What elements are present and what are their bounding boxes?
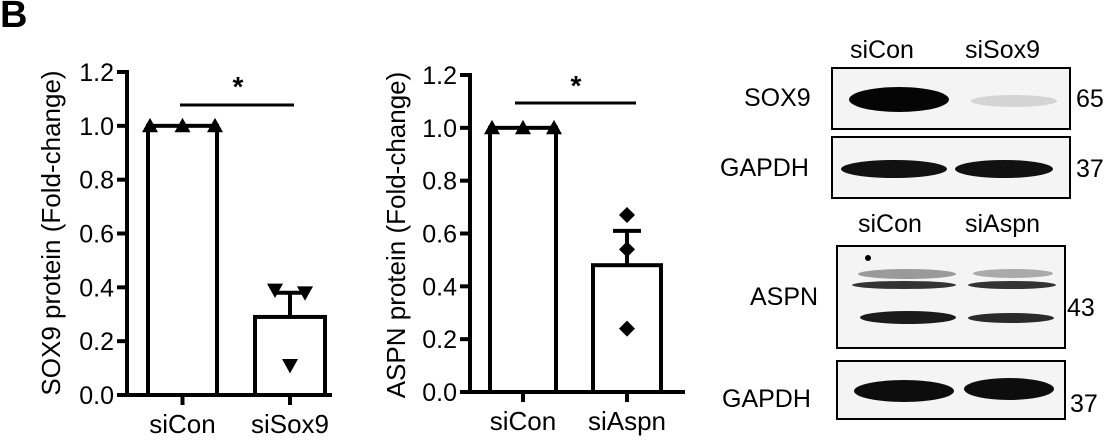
blot-membrane xyxy=(836,245,1066,349)
panel-label: B xyxy=(0,0,28,36)
kda-marker: 37 xyxy=(1070,390,1098,418)
x-tick-label: siCon xyxy=(149,409,215,439)
aspn-bar-chart: ASPN protein (Fold-change) 0.00.20.40.60… xyxy=(381,62,685,436)
lane-label: siAspn xyxy=(965,210,1041,238)
y-axis-label: ASPN protein (Fold-change) xyxy=(381,72,411,399)
y-axis-ticks: 0.0 0.2 0.4 0.6 0.8 1.0 1.2 xyxy=(79,59,127,410)
data-point-marker xyxy=(267,283,283,299)
data-point-marker xyxy=(142,117,158,133)
data-point-marker xyxy=(207,117,223,133)
lane-label: siCon xyxy=(858,210,922,238)
x-tick-label: siAspn xyxy=(588,406,666,436)
y-axis-ticks: 0.0 0.2 0.4 0.6 0.8 1.0 1.2 xyxy=(422,62,470,407)
x-tick-label: siSox9 xyxy=(251,409,329,439)
significance-star: * xyxy=(233,71,244,102)
bars xyxy=(484,119,663,395)
svg-text:1.0: 1.0 xyxy=(422,115,457,143)
svg-text:1.0: 1.0 xyxy=(79,113,114,141)
kda-marker: 37 xyxy=(1076,155,1104,183)
significance-star: * xyxy=(571,70,582,101)
blot-membrane xyxy=(836,360,1066,420)
blot-membrane xyxy=(831,67,1071,130)
data-point-marker xyxy=(282,358,298,374)
svg-text:0.6: 0.6 xyxy=(422,221,457,249)
data-point-marker xyxy=(546,119,562,135)
svg-text:0.4: 0.4 xyxy=(79,274,114,302)
protein-label: GAPDH xyxy=(722,385,811,413)
lane-label: siSox9 xyxy=(965,36,1041,64)
svg-text:0.6: 0.6 xyxy=(79,221,114,249)
data-point-marker xyxy=(174,117,191,133)
data-point-marker xyxy=(297,286,313,301)
svg-text:1.2: 1.2 xyxy=(79,59,114,87)
kda-marker: 65 xyxy=(1076,85,1104,113)
protein-label: SOX9 xyxy=(744,84,811,112)
protein-label: ASPN xyxy=(750,283,819,311)
bars xyxy=(142,117,327,398)
svg-text:0.2: 0.2 xyxy=(422,326,457,354)
svg-text:0.2: 0.2 xyxy=(79,328,114,356)
bar-siCon xyxy=(488,125,558,394)
y-axis-label: SOX9 protein (Fold-change) xyxy=(36,70,66,395)
data-point-marker xyxy=(619,207,635,224)
x-tick-label: siCon xyxy=(490,406,556,436)
blot-membrane xyxy=(831,136,1071,199)
svg-text:0.8: 0.8 xyxy=(79,167,114,195)
svg-text:0.0: 0.0 xyxy=(79,382,114,410)
protein-label: GAPDH xyxy=(720,154,809,182)
lane-label: siCon xyxy=(850,36,914,64)
x-axis-labels: siCon siSox9 xyxy=(149,395,329,439)
bar-siSox9 xyxy=(253,314,327,398)
data-point-marker xyxy=(484,119,500,135)
svg-text:1.2: 1.2 xyxy=(422,62,457,90)
data-point-marker xyxy=(619,241,635,258)
x-axis-labels: siCon siAspn xyxy=(490,392,666,436)
data-point-marker xyxy=(515,119,531,135)
svg-text:0.4: 0.4 xyxy=(422,273,457,301)
sox9-bar-chart: SOX9 protein (Fold-change) 0.00.20.40.60… xyxy=(36,59,332,439)
svg-text:0.8: 0.8 xyxy=(422,168,457,196)
bar-siCon xyxy=(146,123,219,397)
kda-marker: 43 xyxy=(1067,294,1095,322)
svg-text:0.0: 0.0 xyxy=(422,379,457,407)
data-point-marker xyxy=(619,320,635,337)
